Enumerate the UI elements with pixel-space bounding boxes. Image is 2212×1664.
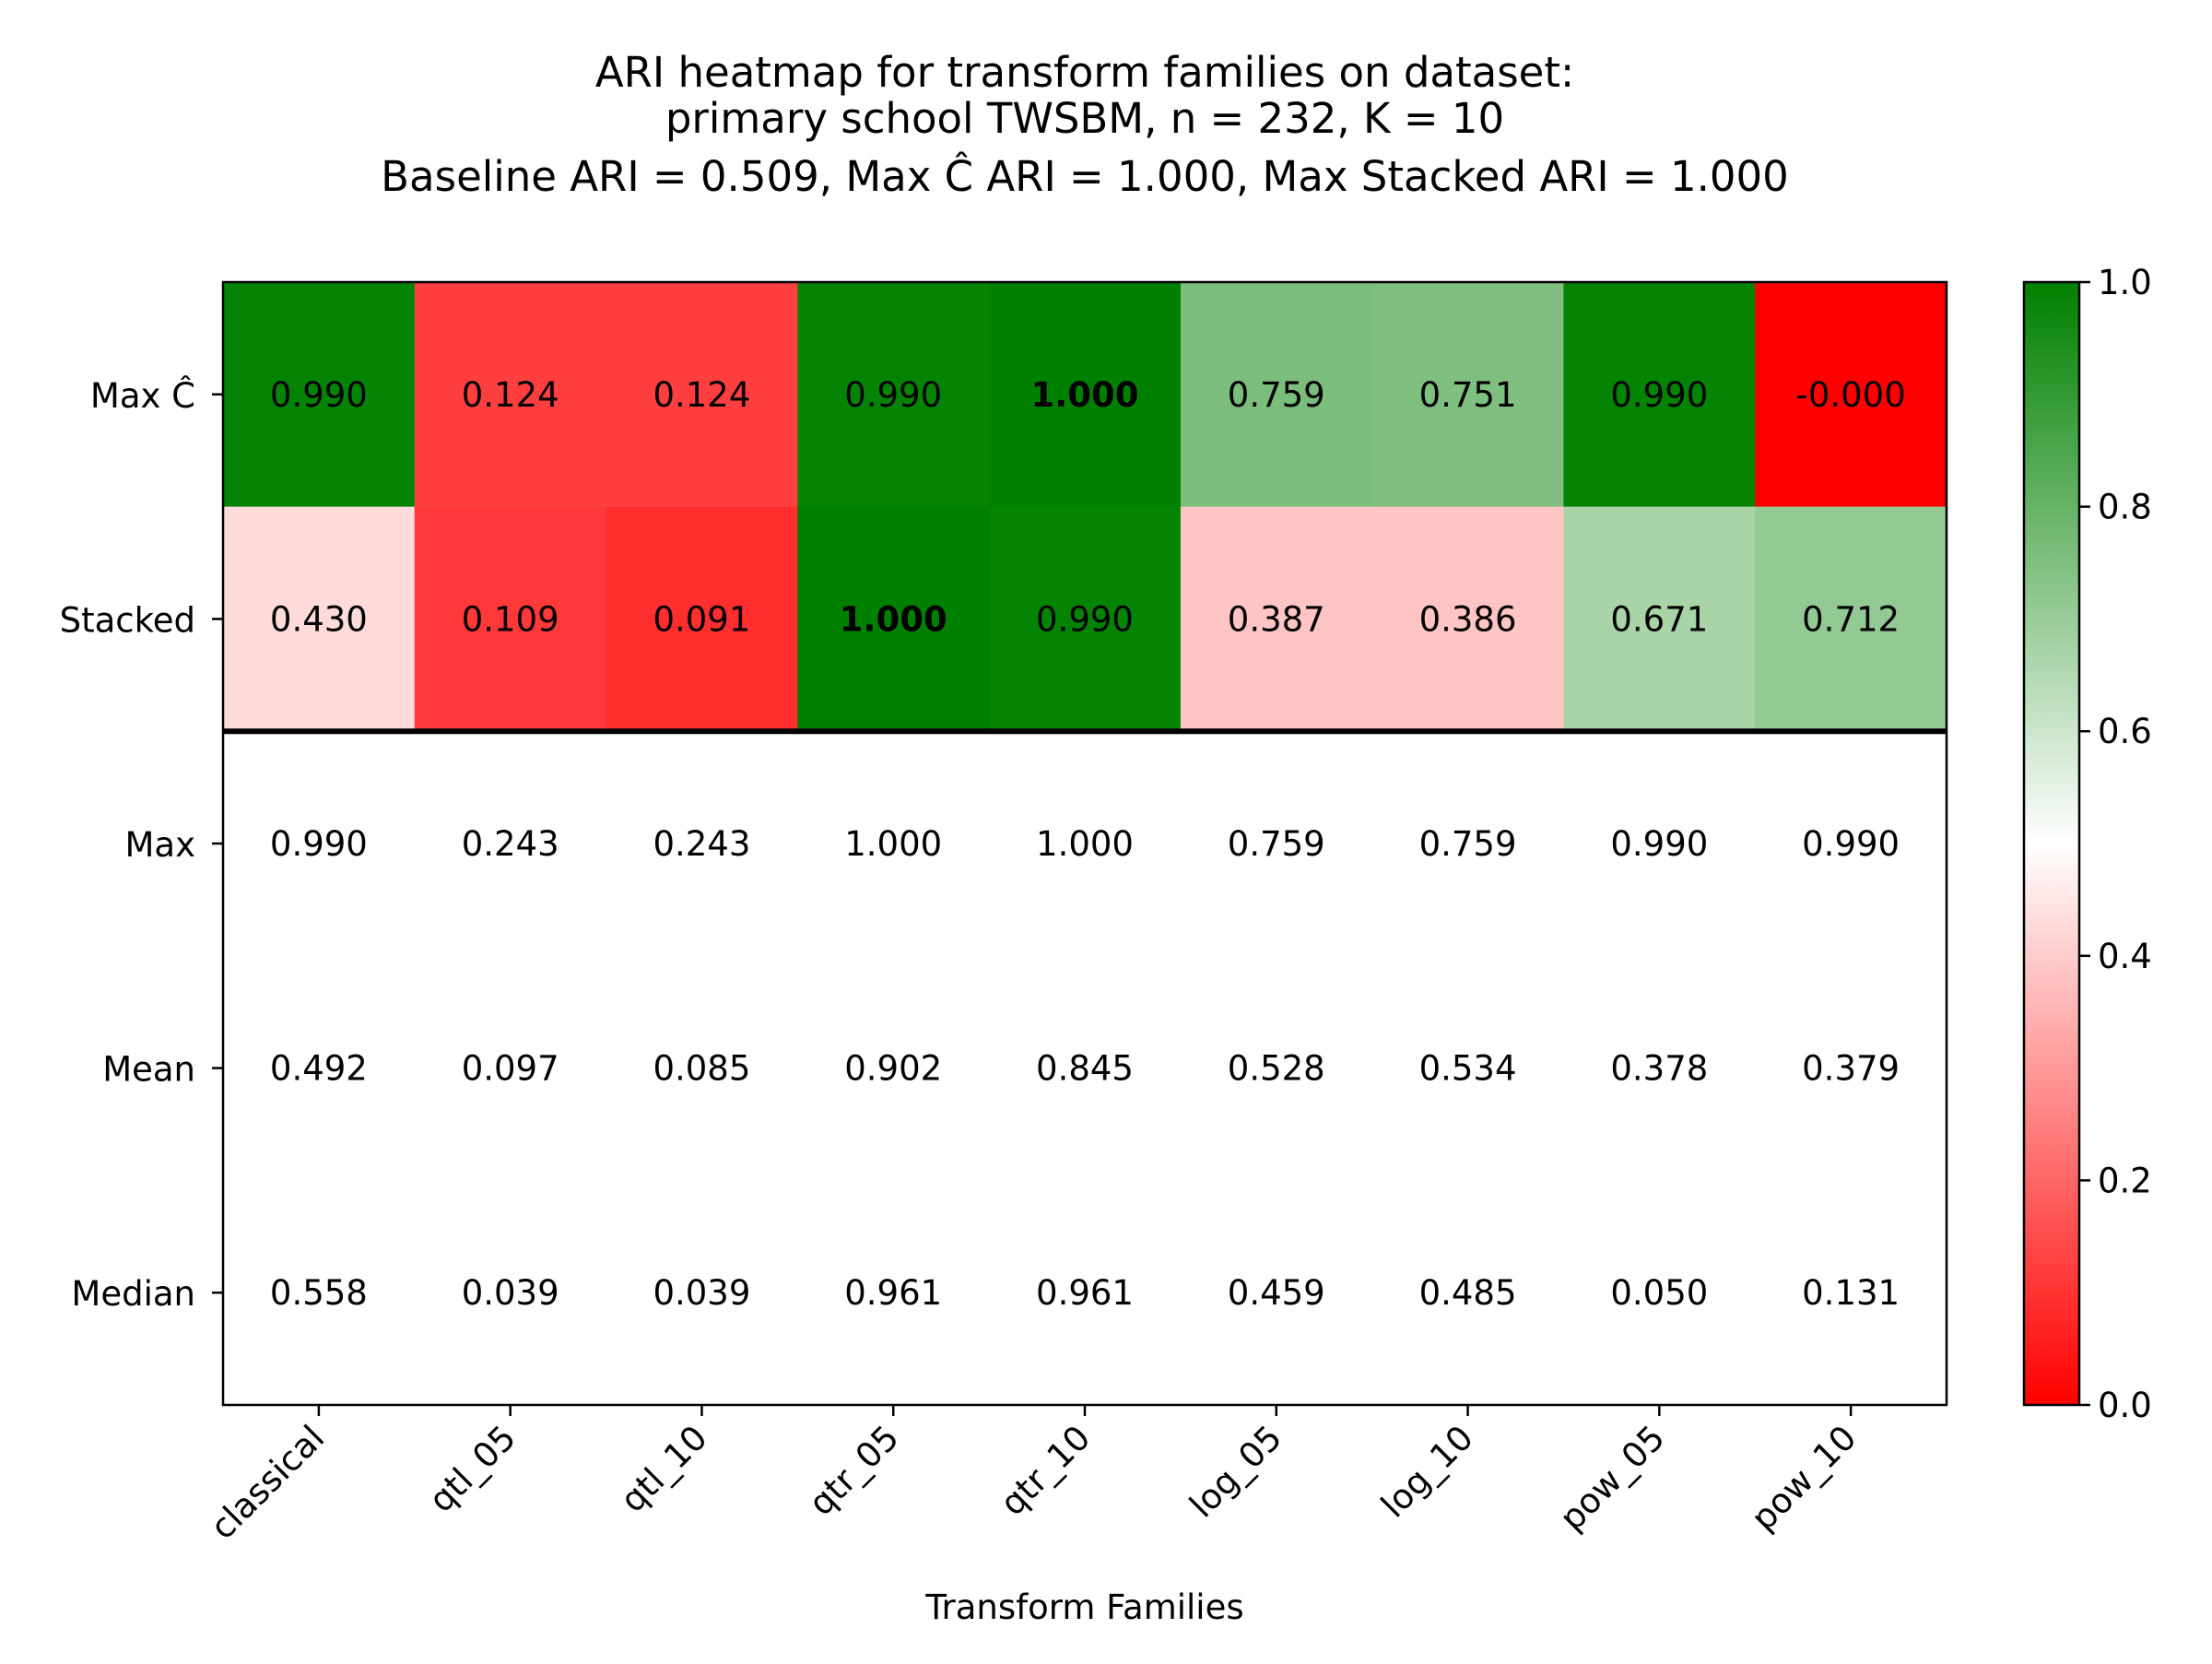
y-tick-label: Median	[71, 1274, 195, 1314]
colorbar-tick-label: 0.6	[2098, 712, 2152, 751]
x-tick-label: qtl_10	[613, 1418, 715, 1520]
cell-value-label: 0.990	[270, 375, 368, 415]
cell-value-label: 0.430	[270, 599, 368, 639]
cell-value-label: 0.379	[1802, 1049, 1900, 1089]
heatmap-cell	[606, 506, 798, 732]
y-tick-label: Mean	[102, 1050, 195, 1090]
x-tick-label: log_10	[1373, 1418, 1481, 1526]
cell-value-label: 0.243	[462, 824, 559, 864]
x-tick-label: qtr_10	[993, 1418, 1098, 1523]
cell-value-label: 0.039	[653, 1273, 750, 1313]
cell-value-label: 0.109	[462, 599, 559, 639]
heatmap-cell	[223, 506, 416, 732]
x-tick-label: qtl_05	[421, 1418, 524, 1520]
cell-value-label: 0.759	[1419, 824, 1517, 864]
cell-value-label: 0.091	[653, 599, 750, 639]
cell-value-label: 0.558	[270, 1273, 368, 1313]
heatmap-cell	[1563, 506, 1756, 732]
cell-value-label: 0.534	[1419, 1049, 1517, 1089]
heatmap-cell	[1755, 506, 1947, 732]
cell-value-label: 0.712	[1802, 599, 1900, 639]
y-tick-label: Stacked	[60, 600, 195, 640]
colorbar-tick-label: 0.8	[2098, 488, 2152, 527]
cell-value-label: 1.000	[840, 599, 947, 639]
heatmap-cell	[223, 282, 416, 508]
cell-value-label: 0.528	[1228, 1049, 1325, 1089]
cell-value-label: 0.386	[1419, 599, 1517, 639]
colorbar-tick-label: 1.0	[2098, 263, 2152, 302]
cell-value-label: 0.387	[1228, 599, 1325, 639]
heatmap-cell	[1371, 282, 1565, 508]
colorbar-tick-label: 0.4	[2098, 937, 2152, 976]
heatmap-cell	[414, 506, 607, 732]
cell-value-label: 0.378	[1610, 1049, 1708, 1089]
x-tick-label: log_05	[1182, 1418, 1289, 1526]
y-tick-label: Max	[125, 825, 196, 865]
heatmap-cell	[797, 282, 990, 508]
x-tick-label: qtr_05	[801, 1418, 906, 1523]
cell-value-label: 0.990	[270, 824, 368, 864]
cell-value-label: 1.000	[844, 824, 942, 864]
heatmap-cell	[989, 282, 1182, 508]
x-tick-label: classical	[203, 1418, 332, 1547]
cell-value-label: 0.050	[1610, 1273, 1708, 1313]
cell-value-label: 1.000	[1030, 375, 1138, 415]
heatmap-cell	[989, 506, 1182, 732]
cell-value-label: 0.097	[462, 1049, 559, 1089]
heatmap-cell	[1180, 506, 1373, 732]
heatmap-cell	[1371, 506, 1565, 732]
cell-value-label: -0.000	[1795, 375, 1905, 415]
cell-value-label: 0.085	[653, 1049, 750, 1089]
chart-title-line: Baseline ARI = 0.509, Max Ĉ ARI = 1.000,…	[381, 152, 1789, 201]
cell-value-label: 0.990	[1610, 375, 1708, 415]
cell-value-label: 0.492	[270, 1049, 368, 1089]
cell-value-label: 0.990	[1610, 824, 1708, 864]
colorbar-tick-label: 0.2	[2098, 1161, 2152, 1200]
cell-value-label: 0.671	[1610, 599, 1708, 639]
cell-value-label: 0.131	[1802, 1273, 1900, 1313]
cell-value-label: 0.990	[1036, 599, 1134, 639]
cell-value-label: 0.751	[1419, 375, 1517, 415]
heatmap-cell	[1563, 282, 1756, 508]
cell-value-label: 0.990	[1802, 824, 1900, 864]
colorbar-tick-label: 0.0	[2098, 1386, 2152, 1425]
chart-title-line: primary school TWSBM, n = 232, K = 10	[665, 94, 1504, 143]
cell-value-label: 0.124	[462, 375, 559, 415]
cell-value-label: 0.759	[1228, 375, 1325, 415]
y-tick-label: Max Ĉ	[90, 375, 195, 416]
cell-value-label: 1.000	[1036, 824, 1134, 864]
colorbar	[2024, 282, 2079, 1405]
heatmap-cell	[414, 282, 607, 508]
cell-value-label: 0.459	[1228, 1273, 1325, 1313]
colorbar-frame	[2022, 280, 2081, 1407]
heatmap-cell	[1755, 282, 1947, 508]
cell-value-label: 0.961	[1036, 1273, 1134, 1313]
x-tick-label: pow_05	[1552, 1418, 1673, 1539]
cell-value-label: 0.124	[653, 375, 750, 415]
cell-value-label: 0.485	[1419, 1273, 1517, 1313]
heatmap-cell	[797, 506, 990, 732]
heatmap-cell	[606, 282, 798, 508]
x-tick-label: pow_10	[1744, 1418, 1865, 1539]
chart-title-line: ARI heatmap for transform families on da…	[595, 48, 1574, 97]
x-axis-label: Transform Families	[924, 1587, 1243, 1627]
cell-value-label: 0.961	[844, 1273, 942, 1313]
cell-value-label: 0.990	[844, 375, 942, 415]
cell-value-label: 0.039	[462, 1273, 559, 1313]
cell-value-label: 0.845	[1036, 1049, 1134, 1089]
heatmap-cell	[1180, 282, 1373, 508]
cell-value-label: 0.243	[653, 824, 750, 864]
cell-value-label: 0.759	[1228, 824, 1325, 864]
cell-value-label: 0.902	[844, 1049, 942, 1089]
